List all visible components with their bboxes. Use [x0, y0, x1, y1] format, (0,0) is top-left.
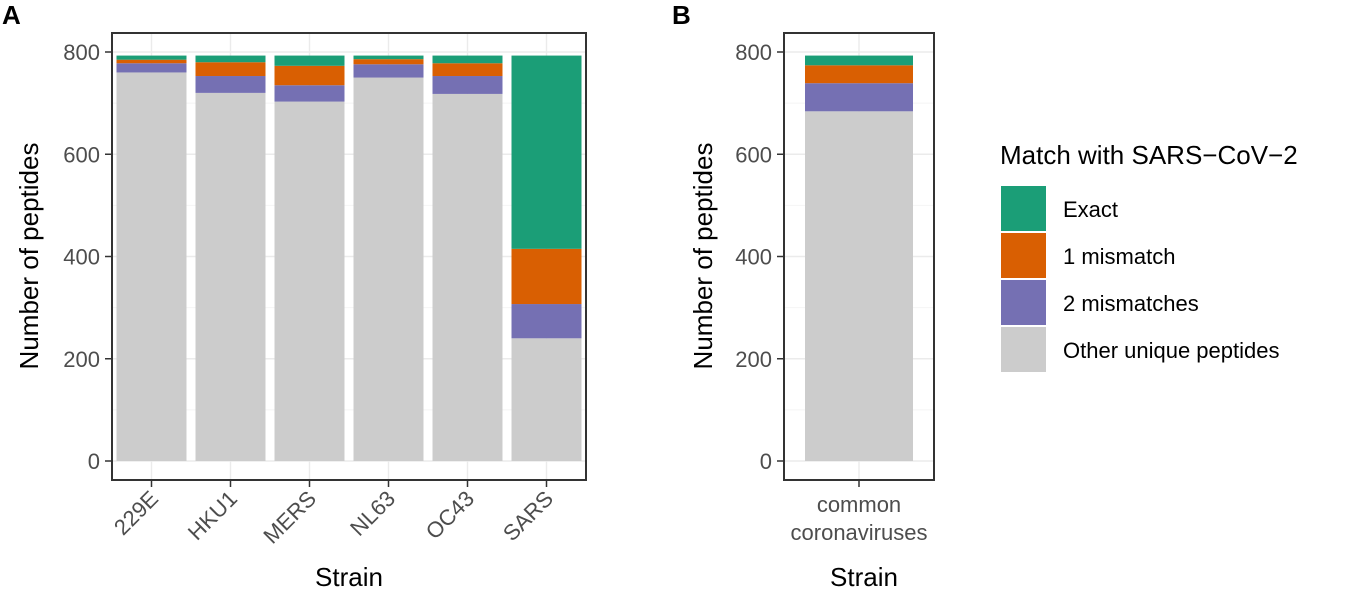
panel-a-y-tick-label-0: 0 — [88, 449, 100, 474]
bar-a-sars-exact — [511, 55, 582, 249]
panel-a-y-axis-title: Number of peptides — [14, 143, 44, 370]
x-tick-label-229e: 229E — [109, 486, 163, 540]
bar-a-sars-other-unique-peptides — [511, 338, 582, 461]
legend-swatch-other — [1001, 327, 1046, 372]
bar-a-oc43-other-unique-peptides — [432, 93, 503, 462]
x-tick-label-mers: MERS — [258, 486, 321, 549]
bar-a-229e-exact — [116, 55, 187, 60]
bar-a-nl63-other-unique-peptides — [353, 77, 424, 461]
panel-b-y-tick-label-0: 0 — [760, 449, 772, 474]
x-tick-label-sars: SARS — [498, 486, 558, 546]
bar-a-oc43-exact — [432, 55, 503, 64]
bar-a-hku1-other-unique-peptides — [195, 92, 266, 462]
bar-a-mers-2-mismatches — [274, 85, 345, 102]
legend-label-2-mismatches: 2 mismatches — [1063, 291, 1199, 316]
panel-letter-b: B — [672, 0, 691, 30]
panel-a-y-tick-label-600: 600 — [63, 142, 100, 167]
legend-swatch-2-mismatches — [1001, 280, 1046, 325]
bar-b-common-coronaviruses-2-mismatches — [805, 83, 913, 112]
bar-a-nl63-2-mismatches — [353, 64, 424, 78]
bar-a-oc43-2-mismatches — [432, 76, 503, 94]
bar-b-common-coronaviruses-exact — [805, 55, 913, 66]
bar-a-mers-1-mismatch — [274, 65, 345, 86]
bar-a-mers-other-unique-peptides — [274, 101, 345, 461]
bar-a-hku1-1-mismatch — [195, 62, 266, 77]
panel-a-y-tick-label-400: 400 — [63, 245, 100, 270]
panel-a-x-axis-title: Strain — [315, 562, 383, 590]
bar-a-nl63-exact — [353, 55, 424, 60]
panel-b-x-axis-title: Strain — [830, 562, 898, 590]
legend-swatch-1-mismatch — [1001, 233, 1046, 278]
panel-a-y-tick-label-200: 200 — [63, 347, 100, 372]
x-tick-label-hku1: HKU1 — [183, 486, 242, 545]
bar-a-229e-1-mismatch — [116, 59, 187, 64]
panel-b-y-tick-label-400: 400 — [735, 245, 772, 270]
bar-a-sars-1-mismatch — [511, 248, 582, 305]
bar-b-common-coronaviruses-1-mismatch — [805, 65, 913, 84]
legend: Match with SARS−CoV−2 Exact 1 mismatch 2… — [1000, 140, 1298, 372]
bar-a-nl63-1-mismatch — [353, 59, 424, 65]
legend-swatch-exact — [1001, 186, 1046, 231]
panel-b-y-tick-label-800: 800 — [735, 40, 772, 65]
bar-a-hku1-2-mismatches — [195, 76, 266, 93]
legend-item-2-mismatches: 2 mismatches — [1001, 280, 1199, 325]
legend-item-exact: Exact — [1001, 186, 1118, 231]
legend-label-other: Other unique peptides — [1063, 338, 1280, 363]
x-tick-label-common-coronaviruses-line-2: coronaviruses — [791, 520, 928, 545]
legend-label-1-mismatch: 1 mismatch — [1063, 244, 1175, 269]
panel-a-y-tick-label-800: 800 — [63, 40, 100, 65]
panel-b-y-axis-title: Number of peptides — [688, 143, 718, 370]
bar-a-229e-2-mismatches — [116, 63, 187, 73]
legend-label-exact: Exact — [1063, 197, 1118, 222]
panel-a-chart: 0 200 400 600 800 229E HKU1 MERS NL63 OC43 SARS — [63, 32, 587, 549]
legend-title: Match with SARS−CoV−2 — [1000, 140, 1298, 170]
panel-letter-a: A — [2, 0, 21, 30]
x-tick-label-nl63: NL63 — [345, 486, 400, 541]
bar-a-229e-other-unique-peptides — [116, 72, 187, 461]
legend-item-1-mismatch: 1 mismatch — [1001, 233, 1175, 278]
bar-a-sars-2-mismatches — [511, 304, 582, 339]
panel-b-y-tick-label-600: 600 — [735, 142, 772, 167]
x-tick-label-oc43: OC43 — [421, 486, 479, 544]
panel-b-chart: 0 200 400 600 800 common coronaviruses — [735, 32, 935, 545]
bar-a-oc43-1-mismatch — [432, 63, 503, 77]
legend-item-other: Other unique peptides — [1001, 327, 1280, 372]
x-tick-label-common-coronaviruses-line-1: common — [817, 492, 901, 517]
bar-a-mers-exact — [274, 55, 345, 66]
bar-a-hku1-exact — [195, 55, 266, 63]
bar-b-common-coronaviruses-other-unique-peptides — [805, 111, 913, 462]
panel-b-y-tick-label-200: 200 — [735, 347, 772, 372]
